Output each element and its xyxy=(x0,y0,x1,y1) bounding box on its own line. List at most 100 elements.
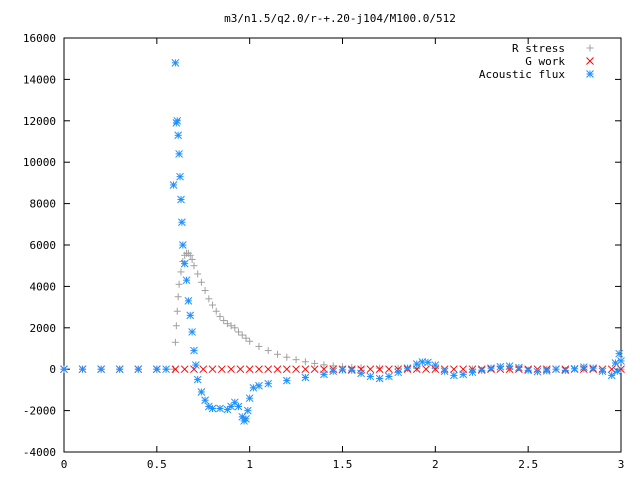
data-point xyxy=(193,375,202,384)
data-point xyxy=(329,367,338,376)
data-point xyxy=(515,363,523,372)
data-point-stroke xyxy=(255,381,263,390)
data-point-stroke xyxy=(204,402,213,411)
legend-marker xyxy=(586,70,594,78)
data-point-stroke xyxy=(366,372,375,381)
data-point xyxy=(223,320,231,328)
data-point-stroke xyxy=(273,365,282,374)
data-point xyxy=(191,361,200,369)
data-point xyxy=(197,388,206,396)
legend-marker-stroke xyxy=(586,70,594,78)
data-point-stroke xyxy=(236,365,245,374)
data-point xyxy=(184,297,193,305)
x-tick-label: 0.5 xyxy=(147,458,167,471)
legend-marker xyxy=(586,44,594,52)
data-point-stroke xyxy=(589,364,598,373)
data-point xyxy=(533,367,542,376)
data-point-stroke xyxy=(193,375,202,384)
y-tick-label: 10000 xyxy=(23,156,56,169)
data-point-stroke xyxy=(515,363,523,372)
data-point xyxy=(477,366,486,375)
data-point-stroke xyxy=(208,365,217,374)
data-point-stroke xyxy=(171,58,180,67)
data-point-stroke xyxy=(347,366,356,375)
data-point xyxy=(190,346,198,355)
data-point-stroke xyxy=(188,328,196,336)
data-point xyxy=(311,359,319,367)
data-point-stroke xyxy=(178,218,186,227)
data-point xyxy=(246,337,254,345)
legend-marker xyxy=(586,57,594,65)
data-point xyxy=(78,365,87,374)
data-point-stroke xyxy=(184,297,193,305)
y-tick-label: -2000 xyxy=(23,405,56,418)
data-point-stroke xyxy=(375,365,384,374)
data-point xyxy=(173,307,181,315)
data-point xyxy=(249,383,258,392)
data-point xyxy=(169,181,178,189)
y-tick-label: 0 xyxy=(49,363,56,376)
data-point-stroke xyxy=(227,365,235,374)
data-point-stroke xyxy=(615,349,623,358)
data-point xyxy=(273,365,282,374)
x-tick-label: 1.5 xyxy=(333,458,353,471)
y-tick-label: 4000 xyxy=(30,280,57,293)
data-point xyxy=(487,364,495,373)
data-point xyxy=(238,331,246,339)
data-point xyxy=(236,365,245,374)
data-point xyxy=(171,365,180,374)
y-tick-label: 8000 xyxy=(30,198,57,211)
data-point xyxy=(496,362,505,371)
data-point xyxy=(205,295,213,303)
data-point-stroke xyxy=(487,364,495,373)
data-point-stroke xyxy=(234,402,243,411)
data-point-stroke xyxy=(245,365,254,374)
data-point xyxy=(580,363,588,371)
data-point xyxy=(385,372,393,381)
data-point xyxy=(320,370,328,379)
data-point-stroke xyxy=(264,365,273,374)
data-point-stroke xyxy=(217,365,226,374)
data-point xyxy=(175,280,183,288)
data-point-stroke xyxy=(468,368,477,377)
data-point xyxy=(216,404,224,413)
data-point xyxy=(283,353,291,361)
data-point xyxy=(243,406,252,415)
data-point xyxy=(97,365,105,374)
data-point-stroke xyxy=(357,369,365,378)
data-point-stroke xyxy=(570,364,579,373)
data-point xyxy=(152,365,161,374)
data-point xyxy=(552,365,560,374)
y-tick-label: 12000 xyxy=(23,115,56,128)
data-point xyxy=(357,369,365,378)
data-point-stroke xyxy=(607,371,616,380)
data-point xyxy=(422,365,430,374)
data-point-stroke xyxy=(175,150,183,158)
data-point xyxy=(234,402,243,411)
data-point-stroke xyxy=(440,367,449,376)
data-point-stroke xyxy=(176,172,184,181)
data-point-stroke xyxy=(542,367,551,375)
data-point xyxy=(403,364,412,373)
data-point-stroke xyxy=(450,365,458,374)
data-point xyxy=(245,394,254,403)
data-point xyxy=(190,262,198,270)
data-point xyxy=(505,362,514,370)
data-point xyxy=(208,365,217,374)
data-point xyxy=(542,367,551,375)
data-point xyxy=(201,396,209,405)
data-point-stroke xyxy=(134,365,143,374)
data-point xyxy=(227,322,235,330)
data-point-stroke xyxy=(264,379,273,388)
data-point-stroke xyxy=(375,374,384,383)
data-point-stroke xyxy=(255,365,263,374)
data-point-stroke xyxy=(496,362,505,371)
data-point xyxy=(338,365,347,374)
data-point xyxy=(245,365,254,374)
data-point xyxy=(175,150,183,158)
data-point xyxy=(264,365,273,374)
data-point-stroke xyxy=(177,195,185,204)
data-point-stroke xyxy=(329,367,338,376)
data-point xyxy=(431,361,440,369)
data-point-stroke xyxy=(174,131,183,140)
